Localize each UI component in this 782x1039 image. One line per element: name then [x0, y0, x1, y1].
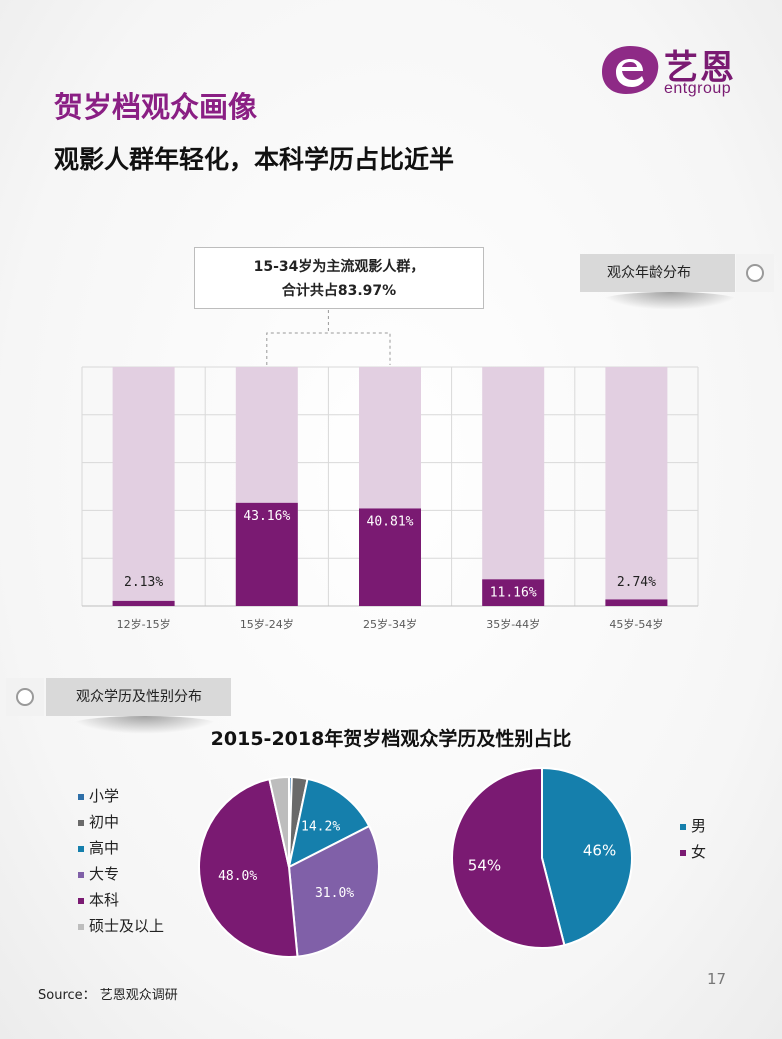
bar-value-label: 40.81% — [367, 514, 414, 529]
legend-label: 高中 — [89, 839, 120, 857]
age-bar-chart: 2.13% 12岁-15岁 43.16% 15岁-24岁 40.81% 25岁-34岁 11… — [81, 310, 699, 631]
pie-slice-label: 31.0% — [315, 886, 354, 901]
bar-background — [112, 367, 175, 606]
pie-slice — [198, 777, 299, 958]
pie-slice-label: 48.0% — [218, 869, 257, 884]
gender-legend: 男女 — [680, 813, 706, 865]
legend-item: 女 — [680, 839, 706, 865]
pie-slice-label: 14.2% — [301, 820, 340, 835]
bar-value-label: 2.74% — [617, 575, 656, 590]
legend-swatch — [78, 897, 84, 904]
age-callout-box: 15-34岁为主流观影人群， 合计共占83.97% — [194, 247, 484, 309]
legend-label: 男 — [691, 817, 707, 835]
legend-swatch — [78, 871, 84, 878]
pie-slice-label: 46% — [583, 842, 616, 860]
bar — [112, 600, 175, 606]
legend-swatch — [680, 849, 686, 856]
bar-background — [605, 367, 668, 606]
legend-swatch — [78, 793, 84, 800]
legend-item: 初中 — [78, 809, 164, 835]
bar-background — [482, 367, 545, 606]
bar — [235, 502, 298, 606]
callout-line-2: 合计共占83.97% — [281, 283, 397, 299]
age-tab-shadow — [600, 292, 740, 310]
education-legend: 小学初中高中大专本科硕士及以上 — [78, 783, 164, 939]
bar — [482, 579, 545, 606]
legend-item: 硕士及以上 — [78, 913, 164, 939]
legend-label: 小学 — [89, 787, 120, 805]
legend-label: 大专 — [89, 865, 120, 883]
legend-item: 本科 — [78, 887, 164, 913]
edu-tab-circle-icon — [6, 678, 44, 716]
legend-item: 小学 — [78, 783, 164, 809]
legend-label: 初中 — [89, 813, 120, 831]
legend-label: 本科 — [89, 891, 120, 909]
x-tick-label: 12岁-15岁 — [117, 617, 171, 631]
legend-label: 硕士及以上 — [89, 917, 165, 935]
x-tick-label: 35岁-44岁 — [486, 617, 540, 631]
bar-value-label: 43.16% — [243, 509, 290, 524]
x-tick-label: 45岁-54岁 — [609, 617, 663, 631]
x-tick-label: 25岁-34岁 — [363, 617, 417, 631]
bar-value-label: 2.13% — [124, 575, 163, 590]
pie-chart-title: 2015-2018年贺岁档观众学历及性别占比 — [210, 728, 572, 750]
legend-item: 高中 — [78, 835, 164, 861]
legend-item: 男 — [680, 813, 706, 839]
legend-item: 大专 — [78, 861, 164, 887]
page-subtitle: 观影人群年轻化，本科学历占比近半 — [54, 145, 455, 174]
pie-slice — [541, 766, 633, 947]
callout-line-1: 15-34岁为主流观影人群， — [253, 259, 425, 275]
page-number: 17 — [707, 970, 727, 988]
legend-swatch — [78, 819, 84, 826]
bar — [359, 508, 421, 606]
legend-swatch — [78, 923, 84, 930]
entgroup-logo: 艺恩 entgroup — [600, 42, 750, 98]
page-title: 贺岁档观众画像 — [54, 90, 258, 124]
legend-label: 女 — [691, 843, 707, 861]
age-tab-circle-icon — [736, 254, 774, 292]
logo-english-text: entgroup — [664, 80, 732, 97]
bar — [605, 599, 668, 606]
source-note: Source： 艺恩观众调研 — [38, 988, 178, 1003]
age-section-tab: 观众年龄分布 — [580, 254, 735, 292]
legend-swatch — [78, 845, 84, 852]
pie-slice — [287, 824, 380, 958]
pie-slice — [450, 766, 566, 949]
edu-section-tab: 观众学历及性别分布 — [46, 678, 231, 716]
pie-slice-label: 54% — [468, 856, 501, 874]
bar-value-label: 11.16% — [490, 585, 537, 600]
edu-tab-shadow — [70, 716, 220, 734]
pie-slice — [268, 775, 290, 868]
logo-chinese-text: 艺恩 — [664, 48, 736, 88]
logo-e-icon — [602, 46, 659, 94]
pie-slice — [287, 777, 371, 869]
x-tick-label: 15岁-24岁 — [240, 617, 294, 631]
legend-swatch — [680, 823, 686, 830]
